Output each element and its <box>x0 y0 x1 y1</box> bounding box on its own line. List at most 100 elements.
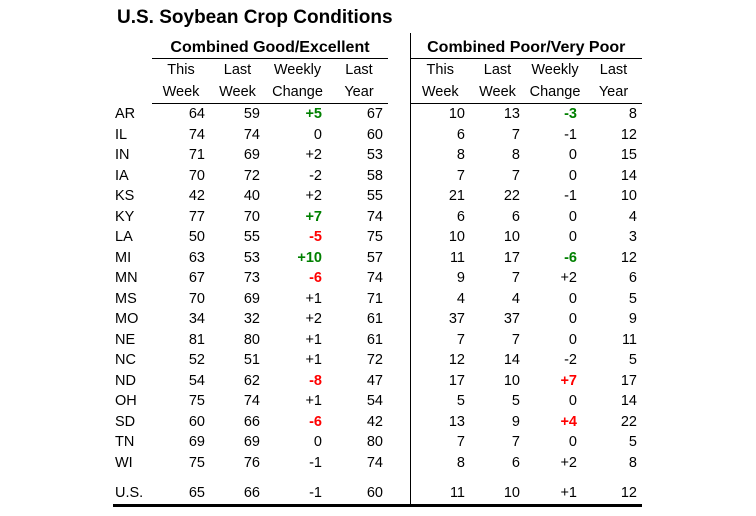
col-header-lastyr-left: Last <box>345 61 373 78</box>
col-header-this-left: This <box>167 61 195 78</box>
col-header-week-right: Week <box>409 81 470 104</box>
ge-last-year: 67 <box>366 106 383 122</box>
ge-this-week: 69 <box>188 434 205 450</box>
ge-this-week: 63 <box>188 249 205 266</box>
pp-this-week: 9 <box>409 268 470 289</box>
pp-last-year: 4 <box>628 208 637 225</box>
ge-last-week: 51 <box>243 352 260 368</box>
ge-last-year: 60 <box>330 483 388 507</box>
section-gap <box>388 125 410 146</box>
table-row: AR 64 59 +5 67 10 13 -3 8 <box>113 103 642 125</box>
ge-last-week: 40 <box>243 188 260 204</box>
table-row: MN 67 73 -6 74 9 7 +2 6 <box>113 268 642 289</box>
table-row: KS 42 40 +2 55 21 22 -1 10 <box>113 186 642 207</box>
state-label: NE <box>115 331 136 348</box>
pp-this-week: 5 <box>409 391 470 412</box>
col-header-weekly-right: Weekly <box>531 61 579 78</box>
pp-last-year: 8 <box>628 454 637 471</box>
pp-last-year: 12 <box>585 483 642 507</box>
ge-this-week: 42 <box>188 188 205 204</box>
spacer-cell <box>470 473 525 483</box>
pp-weekly-change: +2 <box>560 454 577 471</box>
pp-last-week: 6 <box>511 208 520 225</box>
state-label: ND <box>115 372 136 389</box>
pp-last-year: 5 <box>628 352 637 368</box>
section-gap <box>388 248 410 269</box>
ge-last-year: 47 <box>366 372 383 389</box>
ge-weekly-change: +2 <box>305 188 322 204</box>
pp-last-week: 9 <box>511 413 520 430</box>
ge-last-week: 70 <box>243 208 260 225</box>
table-row: KY 77 70 +7 74 6 6 0 4 <box>113 206 642 227</box>
pp-this-week: 8 <box>409 452 470 473</box>
ge-last-year: 54 <box>366 393 383 409</box>
pp-last-year: 10 <box>620 188 637 204</box>
section-gap <box>388 371 410 392</box>
ge-last-year: 72 <box>366 352 383 368</box>
table-row: WI 75 76 -1 74 8 6 +2 8 <box>113 452 642 473</box>
ge-weekly-change: -5 <box>309 229 322 245</box>
section-gap <box>388 227 410 248</box>
pp-this-week: 37 <box>409 309 470 330</box>
pp-weekly-change: 0 <box>568 434 577 450</box>
pp-last-year: 15 <box>620 147 637 163</box>
pp-this-week: 17 <box>409 370 470 391</box>
pp-this-week: 7 <box>409 329 470 350</box>
spacer-cell <box>585 473 642 483</box>
spacer-cell <box>525 473 585 483</box>
table-row: NE 81 80 +1 61 7 7 0 11 <box>113 329 642 351</box>
ge-last-week: 72 <box>243 167 260 184</box>
pp-this-week: 8 <box>409 145 470 166</box>
ge-last-year: 55 <box>366 188 383 204</box>
spacer-cell <box>152 473 210 483</box>
ge-last-week: 66 <box>210 483 265 507</box>
table-row: NC 52 51 +1 72 12 14 -2 5 <box>113 350 642 371</box>
ge-last-week: 74 <box>243 393 260 409</box>
pp-weekly-change: -3 <box>564 106 577 122</box>
ge-weekly-change: +1 <box>305 331 322 348</box>
ge-last-year: 74 <box>366 208 383 225</box>
ge-weekly-change: -8 <box>309 372 322 389</box>
pp-weekly-change: 0 <box>568 229 577 245</box>
table-row: MI 63 53 +10 57 11 17 -6 12 <box>113 247 642 269</box>
pp-last-year: 11 <box>621 331 637 348</box>
ge-last-week: 69 <box>243 147 260 163</box>
section-gap <box>388 309 410 330</box>
ge-last-year: 42 <box>366 413 383 430</box>
col-header-week2-right: Week <box>470 81 525 104</box>
ge-weekly-change: +2 <box>305 311 322 327</box>
section-gap <box>388 166 410 187</box>
ge-this-week: 70 <box>188 167 205 184</box>
spacer-cell <box>330 473 388 483</box>
pp-weekly-change: -1 <box>564 126 577 143</box>
pp-this-week: 11 <box>409 483 470 507</box>
pp-last-year: 5 <box>628 290 637 307</box>
pp-last-year: 22 <box>620 413 637 430</box>
pp-weekly-change: +1 <box>525 483 585 507</box>
section-gap <box>388 330 410 351</box>
pp-this-week: 7 <box>409 432 470 453</box>
ge-this-week: 34 <box>188 311 205 327</box>
pp-last-week: 4 <box>511 290 520 307</box>
table-row: IN 71 69 +2 53 8 8 0 15 <box>113 145 642 166</box>
state-label: TN <box>115 434 135 450</box>
pp-weekly-change: -6 <box>564 249 577 266</box>
pp-weekly-change: +2 <box>560 270 577 286</box>
pp-weekly-change: -2 <box>564 352 577 368</box>
table-body: AR 64 59 +5 67 10 13 -3 8 IL 74 74 0 60 6 7 -1 12 IN 71 69 +2… <box>113 103 642 507</box>
ge-last-week: 32 <box>243 311 260 327</box>
ge-weekly-change: +1 <box>305 393 322 409</box>
pp-last-week: 6 <box>511 454 520 471</box>
table-row: SD 60 66 -6 42 13 9 +4 22 <box>113 411 642 432</box>
pp-this-week: 12 <box>409 350 470 371</box>
pp-last-week: 13 <box>503 106 520 122</box>
ge-weekly-change: +10 <box>297 249 322 266</box>
pp-this-week: 21 <box>409 186 470 207</box>
table-row: MO 34 32 +2 61 37 37 0 9 <box>113 309 642 330</box>
ge-this-week: 67 <box>188 270 205 286</box>
ge-last-week: 55 <box>243 229 260 245</box>
ge-this-week: 70 <box>188 290 205 307</box>
spacer-row <box>113 473 642 483</box>
ge-this-week: 60 <box>188 413 205 430</box>
pp-this-week: 11 <box>409 247 470 268</box>
